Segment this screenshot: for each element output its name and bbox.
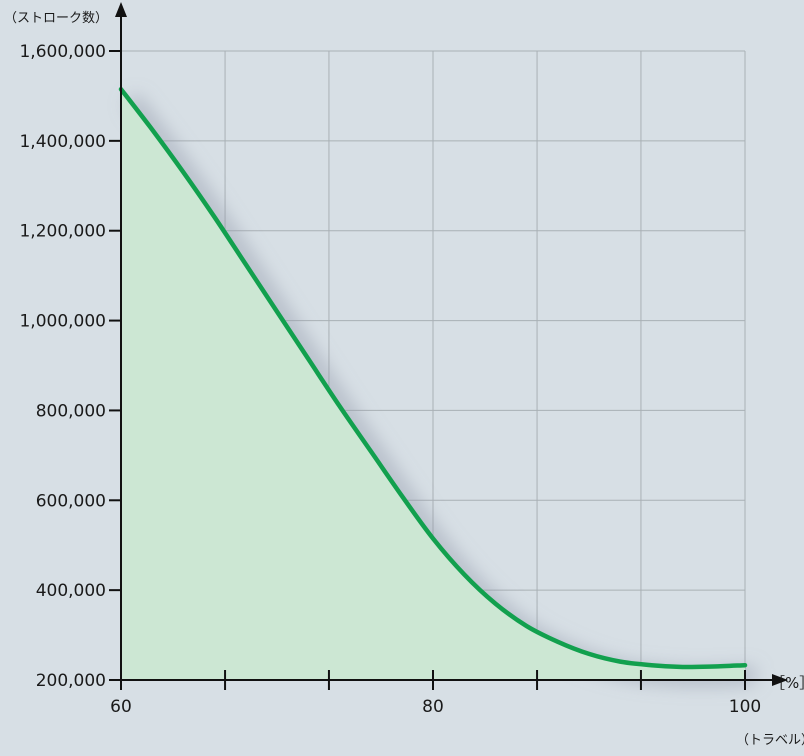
y-tick-label: 800,000 [36, 401, 106, 421]
y-tick-label: 200,000 [36, 671, 106, 691]
x-tick-label: 80 [422, 697, 444, 717]
y-tick-label: 1,600,000 [19, 42, 106, 62]
y-axis-title: （ストローク数） [4, 11, 108, 26]
area-fill [121, 89, 745, 680]
y-tick-label: 1,000,000 [19, 312, 106, 332]
area-fill-path [121, 89, 745, 680]
y-tick-label: 400,000 [36, 581, 106, 601]
x-tick-label: 100 [729, 697, 761, 717]
x-axis-title: （トラベル） [736, 733, 804, 748]
y-tick-label: 600,000 [36, 491, 106, 511]
series-line [118, 86, 748, 670]
y-tick-label: 1,200,000 [19, 222, 106, 242]
labels: （ストローク数） ［%］ （トラベル） 200,000 400,000 600,00… [4, 11, 804, 748]
series-line-path [118, 86, 748, 670]
x-axis-arrow [772, 674, 788, 686]
x-tick-label: 60 [110, 697, 132, 717]
y-axis-arrow [115, 2, 127, 17]
axes [109, 2, 788, 690]
x-unit-label: ［%］ [770, 674, 804, 692]
y-tick-label: 1,400,000 [19, 132, 106, 152]
